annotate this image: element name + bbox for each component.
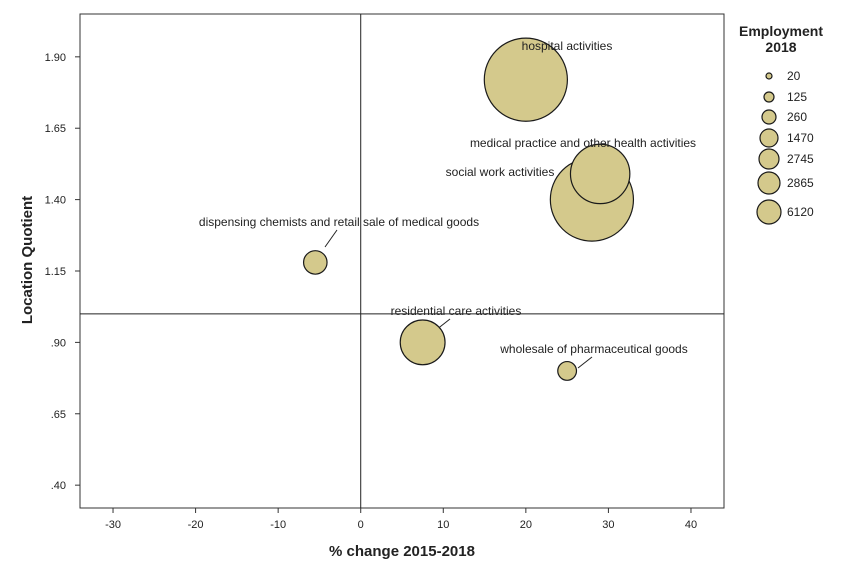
- legend-label: 2865: [787, 176, 814, 190]
- bubble: [399, 319, 446, 366]
- legend-label: 20: [787, 69, 801, 83]
- bubbles: [302, 37, 635, 381]
- y-axis-ticks: .40 .65 .90 1.15 1.40 1.65 1.90: [45, 52, 80, 492]
- legend-label: 6120: [787, 205, 814, 219]
- y-tick-label: .65: [51, 409, 66, 421]
- legend-bubble: [757, 171, 781, 195]
- bubble-label: wholesale of pharmaceutical goods: [499, 342, 687, 356]
- bubble-label: residential care activities: [391, 304, 522, 318]
- bubble: [557, 360, 578, 381]
- bubble: [302, 250, 328, 275]
- label-leader-line: [577, 356, 593, 369]
- y-tick-label: 1.90: [45, 52, 66, 64]
- legend-bubble: [756, 199, 782, 225]
- legend-label: 1470: [787, 131, 814, 145]
- bubble: [483, 37, 568, 122]
- plot-area: [79, 13, 725, 509]
- x-axis-ticks: -30 -20 -10 0 10 20 30 40: [105, 508, 697, 531]
- legend-bubble: [759, 128, 779, 148]
- legend-bubble: [765, 72, 773, 80]
- legend-label: 125: [787, 90, 807, 104]
- x-tick-label: -20: [188, 519, 204, 531]
- legend-label: 260: [787, 110, 807, 124]
- x-axis-title: % change 2015-2018: [329, 543, 475, 560]
- bubble-labels: hospital activities medical practice and …: [199, 39, 696, 356]
- y-tick-label: .40: [51, 480, 66, 492]
- legend-title-line2: 2018: [765, 39, 796, 55]
- legend: Employment 2018 20 125 260 1470 2745 2865 6120: [739, 23, 823, 225]
- x-tick-label: 10: [437, 519, 449, 531]
- x-tick-label: 0: [358, 519, 364, 531]
- x-tick-label: 20: [520, 519, 532, 531]
- bubble-label: medical practice and other health activi…: [470, 136, 696, 150]
- y-axis-title: Location Quotient: [19, 196, 36, 324]
- label-leader-line: [324, 229, 338, 248]
- x-tick-label: 30: [602, 519, 614, 531]
- bubble-label: dispensing chemists and retail sale of m…: [199, 215, 479, 229]
- bubble: [569, 143, 631, 205]
- y-tick-label: .90: [51, 337, 66, 349]
- bubble-label: social work activities: [446, 165, 555, 179]
- legend-bubble: [763, 91, 775, 103]
- legend-items: 20 125 260 1470 2745 2865 6120: [756, 69, 814, 225]
- x-tick-label: 40: [685, 519, 697, 531]
- legend-bubble: [758, 148, 780, 170]
- y-tick-label: 1.40: [45, 195, 66, 207]
- x-tick-label: -10: [270, 519, 286, 531]
- x-tick-label: -30: [105, 519, 121, 531]
- reference-lines: [80, 14, 724, 508]
- y-tick-label: 1.65: [45, 123, 66, 135]
- legend-title-line1: Employment: [739, 23, 823, 39]
- legend-bubble: [761, 109, 777, 125]
- legend-label: 2745: [787, 152, 814, 166]
- y-tick-label: 1.15: [45, 266, 66, 278]
- bubble-label: hospital activities: [522, 39, 613, 53]
